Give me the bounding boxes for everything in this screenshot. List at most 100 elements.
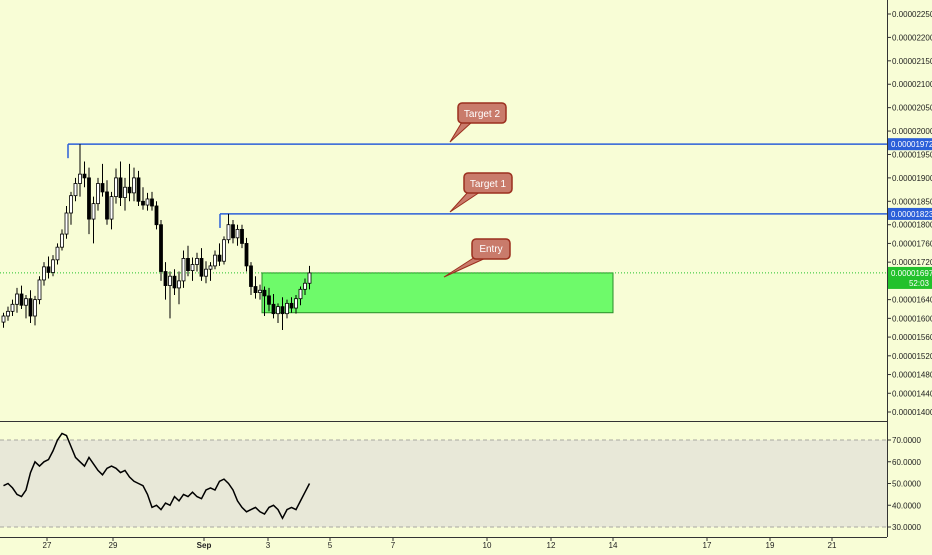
time-tick-label: Sep <box>197 541 212 550</box>
entry-zone[interactable] <box>261 272 614 314</box>
time-tick-label: 5 <box>328 541 333 550</box>
candle <box>298 288 303 300</box>
candle <box>294 298 298 309</box>
candle <box>204 268 208 277</box>
candle <box>235 228 240 239</box>
candle <box>33 299 37 317</box>
price-tick-label: 0.00001600 <box>892 314 932 323</box>
rsi-tick-label: 40.0000 <box>892 501 921 510</box>
rsi-line <box>3 432 311 520</box>
candle <box>55 246 60 261</box>
price-tick-label: 0.00001480 <box>892 371 932 380</box>
candle <box>303 282 307 290</box>
candle <box>78 173 82 184</box>
candle <box>37 279 42 301</box>
candle <box>213 254 217 267</box>
callout-target-2[interactable]: Target 2 <box>449 102 507 143</box>
current-price-countdown: 52:03 <box>909 279 930 288</box>
time-tick-label: 27 <box>43 541 52 550</box>
level-price-badge-label: 0.00001823 <box>891 210 932 219</box>
callout-target-2-label: Target 2 <box>464 109 501 120</box>
time-tick-label: 12 <box>547 541 556 550</box>
callout-entry-box <box>471 238 511 260</box>
price-tick-label: 0.00001720 <box>892 258 932 267</box>
candle <box>150 198 154 207</box>
candle <box>222 239 226 262</box>
candle <box>289 302 294 309</box>
current-price-badge <box>888 266 932 289</box>
candle <box>100 183 105 193</box>
candle <box>177 280 181 289</box>
callout-target-1[interactable]: Target 1 <box>449 172 513 213</box>
price-tick-label: 0.00002100 <box>892 80 932 89</box>
candle <box>28 298 33 317</box>
candle <box>159 224 163 272</box>
candle <box>105 191 109 220</box>
time-axis[interactable]: 27 29 Sep 3 5 7 10 12 14 17 19 21 <box>43 537 837 550</box>
entry-zone-group <box>0 272 887 314</box>
candles <box>1 144 312 331</box>
candle <box>109 196 114 220</box>
price-tick-label: 0.00002200 <box>892 33 932 42</box>
price-tick-label: 0.00001950 <box>892 150 932 159</box>
candle <box>186 258 190 271</box>
time-tick-label: 10 <box>483 541 492 550</box>
candle <box>145 198 150 206</box>
candle <box>46 266 51 273</box>
candle <box>15 293 19 305</box>
candle <box>262 289 267 297</box>
candle <box>118 177 123 198</box>
candle <box>226 224 231 241</box>
candle <box>60 233 64 248</box>
candle <box>127 186 132 194</box>
rsi-tick-label: 70.0000 <box>892 436 921 445</box>
candle <box>285 302 289 315</box>
candle <box>240 228 244 244</box>
target-levels <box>67 143 887 228</box>
candle <box>91 203 96 220</box>
candle <box>181 258 186 282</box>
candle <box>258 289 262 293</box>
candle <box>154 205 159 226</box>
candle <box>10 303 15 312</box>
candle <box>276 306 280 315</box>
candle <box>141 200 145 206</box>
candle <box>208 265 213 270</box>
price-tick-label: 0.00001560 <box>892 333 932 342</box>
price-tick-label: 0.00001400 <box>892 408 932 417</box>
callout-target-2-box <box>457 102 507 124</box>
price-tick-label: 0.00001640 <box>892 296 932 305</box>
price-tick-label: 0.00002250 <box>892 10 932 19</box>
price-tick-label: 0.00002000 <box>892 127 932 136</box>
price-tick-label: 0.00002050 <box>892 104 932 113</box>
candle <box>163 271 168 286</box>
candle <box>249 265 253 287</box>
rsi-tick-label: 50.0000 <box>892 480 921 489</box>
candle <box>195 258 199 265</box>
price-tick-label: 0.00001800 <box>892 221 932 230</box>
candle <box>244 243 249 267</box>
rsi-axis[interactable]: 70.0000 60.0000 50.0000 40.0000 30.0000 <box>887 436 921 532</box>
candle <box>271 303 276 315</box>
time-tick-label: 17 <box>703 541 712 550</box>
candle <box>114 177 118 198</box>
rsi-series <box>3 432 311 520</box>
candle <box>199 258 204 277</box>
time-tick-label: 29 <box>109 541 118 550</box>
candle <box>42 266 46 281</box>
candle <box>132 177 136 194</box>
candle <box>136 177 141 202</box>
candle <box>51 259 55 273</box>
time-tick-label: 14 <box>609 541 618 550</box>
candle <box>307 272 312 284</box>
candle <box>253 286 258 293</box>
level-price-badge <box>888 207 932 220</box>
callout-entry-label: Entry <box>479 244 502 255</box>
callout-entry[interactable]: Entry <box>443 238 511 278</box>
candle <box>73 183 78 197</box>
candle <box>64 212 69 235</box>
price-tick-label: 0.00001900 <box>892 174 932 183</box>
